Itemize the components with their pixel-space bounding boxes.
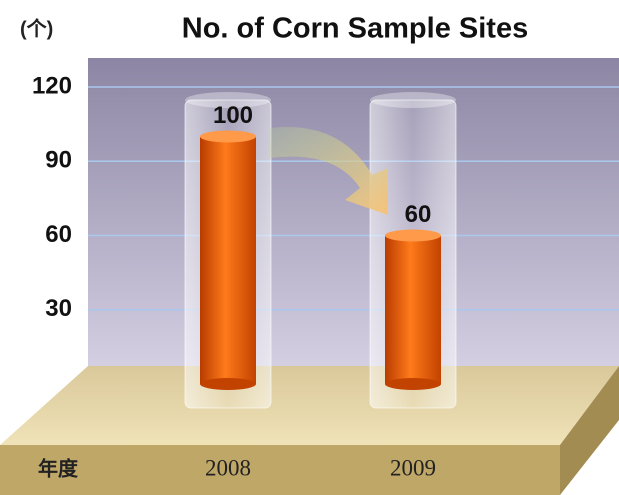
chart-title: No. of Corn Sample Sites xyxy=(182,13,528,45)
x-axis-label: 年度 xyxy=(38,456,79,480)
y-tick-label: 90 xyxy=(45,147,72,174)
value-label: 60 xyxy=(405,201,432,228)
x-tick-label: 2009 xyxy=(390,455,436,480)
floor xyxy=(0,366,619,445)
y-tick-label: 30 xyxy=(45,295,72,322)
chart: (个) No. of Corn Sample Sites 年度 30 60 90 12… xyxy=(0,0,619,495)
bar-base xyxy=(200,378,256,390)
y-axis-unit: (个) xyxy=(20,17,53,40)
y-tick-label: 120 xyxy=(32,72,72,99)
back-wall xyxy=(88,58,619,368)
bar xyxy=(385,236,441,385)
bar-cap xyxy=(385,230,441,242)
y-tick-label: 60 xyxy=(45,221,72,248)
x-tick-label: 2008 xyxy=(205,455,251,480)
value-label: 100 xyxy=(213,102,253,129)
glass-top xyxy=(370,92,456,108)
bar-base xyxy=(385,378,441,390)
bar xyxy=(200,137,256,385)
bar-cap xyxy=(200,131,256,143)
floor-front xyxy=(0,445,560,495)
